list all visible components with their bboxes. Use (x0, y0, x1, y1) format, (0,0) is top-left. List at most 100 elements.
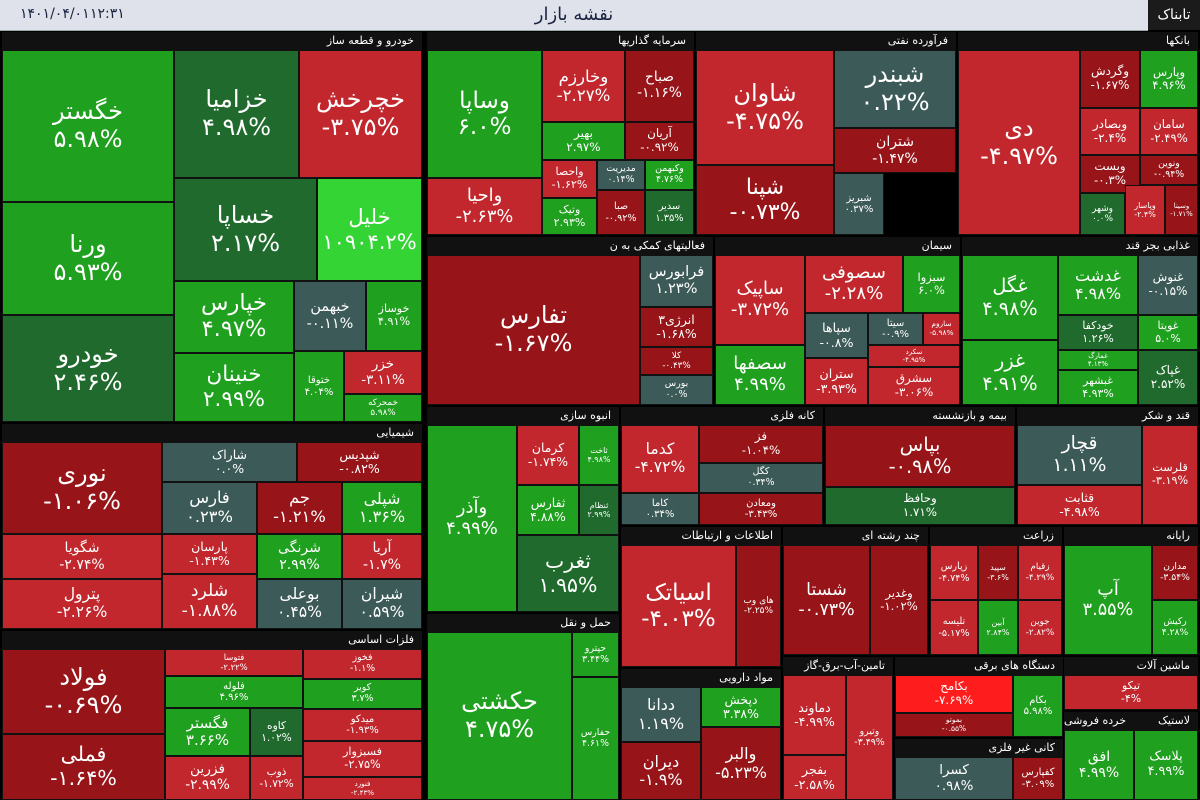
stock-tile[interactable]: شستا -۰.۷۳% (783, 545, 870, 655)
stock-tile[interactable]: سامان -۲.۴۹% (1140, 108, 1198, 155)
stock-tile[interactable]: بهیر ۲.۹۷% (542, 122, 625, 160)
stock-tile[interactable]: ثغرب ۱.۹۵% (517, 535, 619, 612)
stock-tile[interactable]: تفارس -۱.۶۷% (427, 255, 640, 405)
stock-tile[interactable]: فتوسا -۲.۲۲% (165, 649, 303, 676)
stock-tile[interactable]: حپترو ۳.۴۴% (572, 632, 619, 677)
stock-tile[interactable]: ساروم -۵.۹۸% (923, 313, 960, 345)
stock-tile[interactable]: سپید -۳.۶% (978, 545, 1018, 600)
stock-tile[interactable]: صبا -۰.۹۲% (597, 190, 645, 235)
stock-tile[interactable]: خودرو ۲.۴۶% (2, 315, 174, 422)
stock-tile[interactable]: حکشتی ۴.۷۵% (427, 632, 572, 800)
stock-tile[interactable]: وتیک ۲.۹۳% (542, 198, 597, 235)
stock-tile[interactable]: وغدیر -۱.۰۲% (870, 545, 928, 655)
stock-tile[interactable]: واحصا -۱.۶۲% (542, 160, 597, 198)
stock-tile[interactable]: مدیریت ۰.۱۴% (597, 160, 645, 190)
stock-tile[interactable]: ستران -۳.۹۳% (805, 358, 868, 405)
stock-tile[interactable]: رکیش ۴.۲۸% (1152, 600, 1198, 655)
stock-tile[interactable]: خبهمن -۰.۱۱% (294, 281, 366, 351)
stock-tile[interactable]: خساپا ۲.۱۷% (174, 178, 317, 281)
stock-tile[interactable]: شلرد -۱.۸۸% (162, 574, 257, 629)
stock-tile[interactable]: سدیر ۱.۳۵% (645, 190, 694, 235)
stock-tile[interactable]: شپنا -۰.۷۳% (696, 165, 834, 235)
stock-tile[interactable]: کلا -۰.۴۳% (640, 347, 713, 375)
stock-tile[interactable]: فولاد -۰.۶۹% (2, 649, 165, 734)
stock-tile[interactable]: اسیاتک -۴.۰۳% (621, 545, 736, 667)
stock-tile[interactable]: کاوه ۱.۰۲% (250, 708, 303, 756)
stock-tile[interactable]: قثابت -۴.۹۸% (1017, 485, 1142, 525)
stock-tile[interactable]: خگستر ۵.۹۸% (2, 50, 174, 202)
stock-tile[interactable]: سکرد -۴.۹۵% (868, 345, 960, 367)
stock-tile[interactable]: خودکفا ۱.۲۶% (1058, 315, 1138, 350)
stock-tile[interactable]: جم -۱.۲۱% (257, 482, 342, 534)
stock-tile[interactable]: بموتو -۰.۵۵% (895, 713, 1013, 737)
stock-tile[interactable]: خنینان ۲.۹۹% (174, 353, 294, 422)
stock-tile[interactable]: ساپیک -۳.۷۲% (715, 255, 805, 345)
stock-tile[interactable]: فرابورس ۱.۲۳% (640, 255, 713, 307)
stock-tile[interactable]: ثنظام ۲.۹۹% (579, 485, 619, 535)
stock-tile[interactable]: شاراک ۰.۰% (162, 442, 297, 482)
stock-tile[interactable]: کسرا ۰.۹۸% (895, 757, 1013, 800)
stock-tile[interactable]: پارسان -۱.۴۳% (162, 534, 257, 574)
stock-tile[interactable]: زقیام -۴.۲۹% (1018, 545, 1062, 600)
stock-tile[interactable]: بورس ۰.۰% (640, 375, 713, 405)
stock-tile[interactable]: فزرین -۲.۹۹% (165, 756, 250, 800)
stock-tile[interactable]: وبصادر -۲.۴% (1080, 108, 1140, 155)
stock-tile[interactable]: پترول -۲.۲۶% (2, 579, 162, 629)
stock-tile[interactable]: ثفارس ۴.۸۸% (517, 485, 579, 535)
stock-tile[interactable]: سصوفی -۲.۲۸% (805, 255, 903, 313)
stock-tile[interactable]: وگردش -۱.۶۷% (1080, 50, 1140, 108)
stock-tile[interactable]: شبریز ۰.۳۷% (834, 173, 884, 235)
stock-tile[interactable]: غبشهر ۴.۹۳% (1058, 370, 1138, 405)
stock-tile[interactable]: شرنگی ۲.۹۹% (257, 534, 342, 579)
stock-tile[interactable]: زپارس -۴.۷۴% (930, 545, 978, 600)
stock-tile[interactable]: مدارن -۳.۵۴% (1152, 545, 1198, 600)
stock-tile[interactable]: پلاسک ۴.۹۹% (1134, 730, 1198, 800)
stock-tile[interactable]: شاوان -۴.۷۵% (696, 50, 834, 165)
stock-tile[interactable]: افق ۴.۹۹% (1064, 730, 1134, 800)
stock-tile[interactable]: دماوند -۴.۹۹% (783, 675, 846, 755)
stock-tile[interactable]: آپ ۳.۵۵% (1064, 545, 1152, 655)
stock-tile[interactable]: سیتا -۰.۹% (868, 313, 923, 345)
stock-tile[interactable]: ثاخت ۴.۹۸% (579, 425, 619, 485)
stock-tile[interactable]: تیکو -۴% (1064, 675, 1198, 710)
stock-tile[interactable]: وآذر ۴.۹۹% (427, 425, 517, 612)
stock-tile[interactable]: خپارس ۴.۹۷% (174, 281, 294, 353)
stock-tile[interactable]: خمحرکه ۵.۹۸% (344, 394, 422, 422)
stock-tile[interactable]: وپارس ۴.۹۶% (1140, 50, 1198, 108)
stock-tile[interactable]: ونوین -۰.۹۴% (1140, 155, 1198, 185)
stock-tile[interactable]: وبست -۰.۳% (1080, 155, 1140, 193)
stock-tile[interactable]: بپاس -۰.۹۸% (825, 425, 1015, 487)
stock-tile[interactable]: غویتا ۵.۰% (1138, 315, 1198, 350)
stock-tile[interactable]: کاما ۰.۳۴% (621, 493, 699, 525)
stock-tile[interactable]: تلیسه -۵.۱۷% (930, 600, 978, 655)
stock-tile[interactable]: نوری -۱.۰۶% (2, 442, 162, 534)
stock-tile[interactable]: غپاک ۲.۵۲% (1138, 350, 1198, 405)
stock-tile[interactable]: خچرخش -۳.۷۵% (299, 50, 422, 178)
stock-tile[interactable]: جوین -۲.۸۲% (1018, 600, 1062, 655)
stock-tile[interactable]: شپلی ۱.۳۶% (342, 482, 422, 534)
stock-tile[interactable]: سشرق -۳.۰۶% (868, 367, 960, 405)
stock-tile[interactable]: ورنا ۵.۹۳% (2, 202, 174, 315)
stock-tile[interactable]: دیران -۱.۹% (621, 742, 701, 800)
stock-tile[interactable]: کویر ۳.۷% (303, 679, 422, 709)
stock-tile[interactable]: فلوله ۴.۹۶% (165, 676, 303, 708)
stock-tile[interactable]: فخوز -۱.۱% (303, 649, 422, 679)
stock-tile[interactable]: واحیا -۲.۶۳% (427, 178, 542, 235)
stock-tile[interactable]: کگل ۰.۳۴% (699, 463, 823, 493)
stock-tile[interactable]: غمارگ ۴.۱۳% (1058, 350, 1138, 370)
stock-tile[interactable]: فارس ۰.۲۳% (162, 482, 257, 534)
stock-tile[interactable]: وتیرو -۳.۴۹% (846, 675, 893, 800)
stock-tile[interactable]: فملی -۱.۶۴% (2, 734, 165, 800)
stock-tile[interactable]: فسبزوار -۲.۷۵% (303, 741, 422, 777)
stock-tile[interactable]: وپاسار -۲.۴% (1125, 185, 1165, 235)
stock-tile[interactable]: غگل ۴.۹۸% (962, 255, 1058, 340)
stock-tile[interactable]: سپاها -۰.۸% (805, 313, 868, 358)
stock-tile[interactable]: والبر -۵.۲۳% (701, 727, 781, 800)
stock-tile[interactable]: خلیل ۱۰۹۰۴.۲% (317, 178, 422, 281)
stock-tile[interactable]: آبین ۲.۸۴% (978, 600, 1018, 655)
stock-tile[interactable]: بکام ۵.۹۸% (1013, 675, 1063, 737)
stock-tile[interactable]: ختوقا ۴.۰۴% (294, 351, 344, 422)
stock-tile[interactable]: غدشت ۴.۹۸% (1058, 255, 1138, 315)
stock-tile[interactable]: شیران ۰.۵۹% (342, 579, 422, 629)
stock-tile[interactable]: کرمان -۱.۷۴% (517, 425, 579, 485)
